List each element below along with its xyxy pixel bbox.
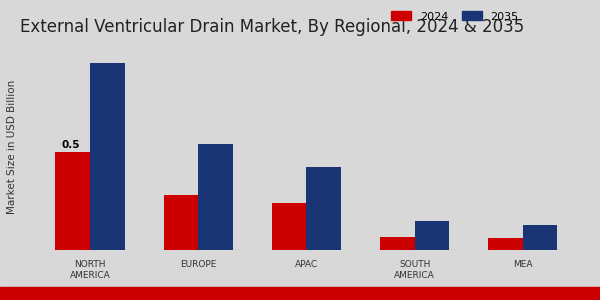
Bar xyxy=(415,221,449,250)
Bar xyxy=(523,225,557,250)
Legend: 2024, 2035: 2024, 2035 xyxy=(391,11,519,22)
Text: External Ventricular Drain Market, By Regional, 2024 & 2035: External Ventricular Drain Market, By Re… xyxy=(20,18,524,36)
Bar xyxy=(307,167,341,250)
Bar xyxy=(488,238,523,250)
Bar xyxy=(90,63,125,250)
Text: 0.5: 0.5 xyxy=(61,140,80,150)
Bar xyxy=(380,237,415,250)
Bar xyxy=(164,195,198,250)
Bar xyxy=(55,152,90,250)
Bar xyxy=(272,203,307,250)
Bar xyxy=(198,144,233,250)
Y-axis label: Market Size in USD Billion: Market Size in USD Billion xyxy=(7,80,17,214)
